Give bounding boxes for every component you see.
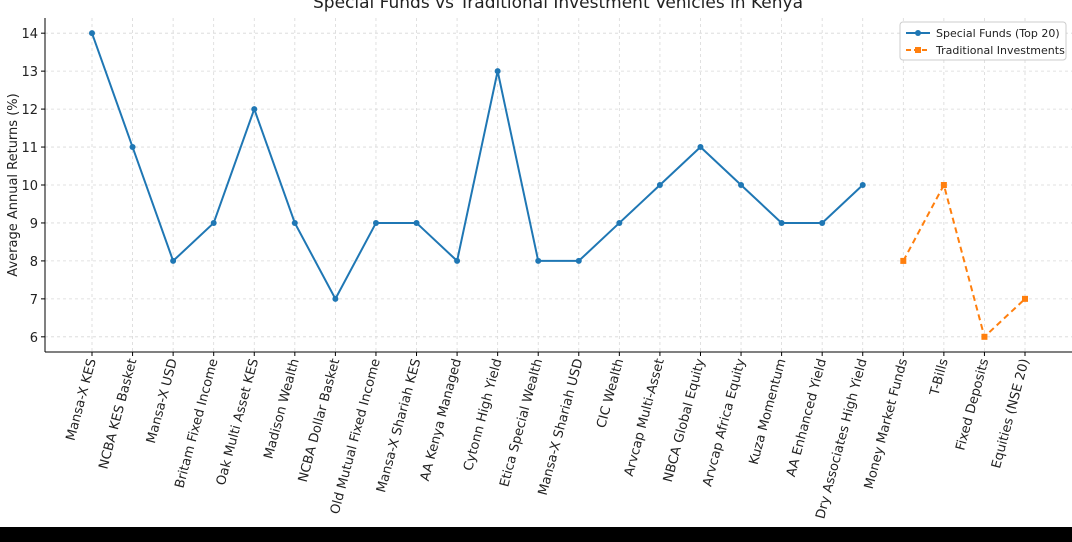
legend-marker [915, 30, 921, 36]
marker [89, 30, 95, 37]
marker [494, 68, 501, 75]
y-tick-label: 7 [30, 293, 38, 308]
y-tick-label: 11 [21, 141, 38, 156]
legend-label: Traditional Investments [935, 44, 1065, 57]
y-tick-label: 14 [21, 27, 38, 42]
bottom-bar [0, 527, 1072, 542]
y-tick-label: 13 [21, 65, 38, 80]
marker [291, 219, 298, 226]
marker [656, 182, 663, 188]
marker [940, 182, 947, 188]
marker [251, 106, 258, 113]
y-axis-label: Average Annual Returns (%) [6, 93, 21, 276]
y-tick-label: 6 [30, 331, 38, 346]
marker [129, 144, 136, 151]
marker [900, 257, 907, 264]
x-tick-label: NCBA KES Basket [97, 357, 141, 471]
marker [981, 333, 988, 340]
marker [575, 257, 582, 264]
x-tick-label: AA Kenya Managed [418, 357, 465, 483]
chart-title: Special Funds vs Traditional Investment … [313, 0, 803, 13]
x-tick-label: Cytonn High Yield [461, 357, 505, 472]
x-tick-label: Arvcap Multi-Asset [622, 357, 668, 478]
x-tick-label: Mansa-X Shariah KES [374, 357, 424, 494]
marker [738, 182, 745, 188]
x-tick-label: Etica Special Wealth [497, 357, 546, 489]
legend: Special Funds (Top 20) Traditional Invest… [899, 21, 1067, 61]
marker [819, 219, 826, 226]
line [902, 182, 1026, 339]
marker [778, 219, 785, 226]
x-tick-label: Arvcap Africa Equity [700, 357, 749, 488]
marker [372, 219, 379, 226]
x-tick-label: Oak Multi Asset KES [214, 357, 262, 487]
x-tick-label: Equities (NSE 20) [989, 357, 1033, 470]
x-tick-label: Mansa-X KES [64, 357, 100, 442]
x-tick-label: NCBA Dollar Basket [296, 357, 343, 484]
marker [454, 257, 461, 264]
x-tick-label: NBCA Global Equity [661, 357, 708, 484]
y-tick-label: 9 [30, 217, 38, 232]
marker [697, 144, 704, 151]
y-tick-label: 10 [21, 179, 38, 194]
marker [859, 182, 866, 188]
marker [535, 257, 542, 264]
marker [332, 295, 339, 302]
x-tick-label: T-Bills [927, 357, 952, 398]
x-tick-label: Madison Wealth [262, 357, 303, 461]
x-tick-label: Britam Fixed Income [173, 357, 222, 490]
marker [210, 219, 217, 226]
x-tick-label: AA Enhanced Yield [784, 357, 830, 478]
legend-label: Special Funds (Top 20) [936, 27, 1060, 40]
legend-marker [915, 47, 921, 53]
marker [616, 219, 623, 226]
x-tick-label: Fixed Deposits [953, 357, 992, 452]
marker [1022, 295, 1028, 302]
x-tick-label: Mansa-X Shariah USD [536, 357, 587, 497]
legend-box [899, 21, 1067, 61]
marker [413, 219, 420, 226]
line [91, 32, 864, 301]
x-tick-label: Kuza Momentum [747, 357, 790, 466]
y-tick-label: 8 [30, 255, 38, 270]
y-tick-label: 12 [21, 103, 38, 118]
marker [170, 257, 177, 264]
x-tick-label: CIC Wealth [594, 357, 627, 430]
x-tick-label: Money Market Funds [862, 357, 911, 491]
x-tick-label: Mansa-X USD [144, 357, 181, 445]
